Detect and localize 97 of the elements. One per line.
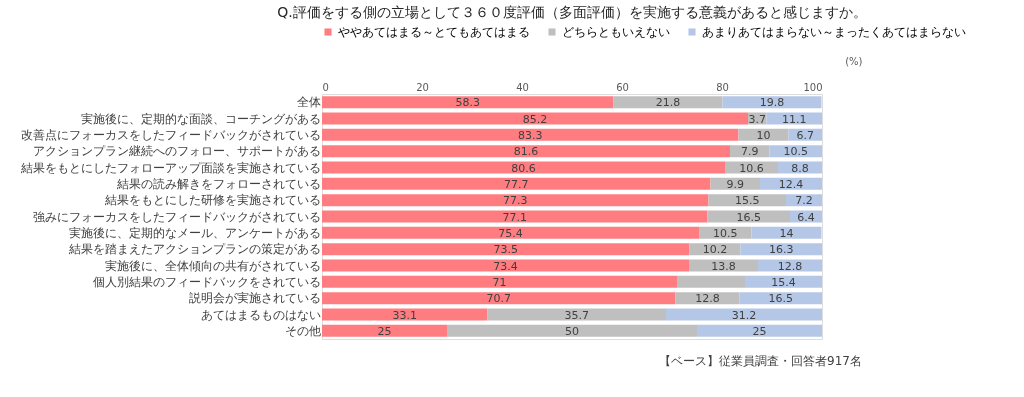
bar xyxy=(708,194,786,207)
data-label: 10 xyxy=(756,128,771,142)
bar xyxy=(322,128,739,141)
bar xyxy=(666,308,822,321)
data-label: 77.7 xyxy=(504,177,529,191)
data-label: 15.4 xyxy=(771,275,796,289)
bar xyxy=(322,275,677,288)
x-axis-title: (%) xyxy=(845,55,863,67)
x-tick-label: 20 xyxy=(416,81,429,93)
bar xyxy=(697,324,822,337)
data-label: 15.5 xyxy=(735,194,760,208)
data-label: 10.5 xyxy=(783,145,808,159)
data-label: 12.8 xyxy=(777,259,803,273)
bar xyxy=(745,275,822,288)
bar xyxy=(322,308,488,321)
text: 【ベース】従業員調査・回答者917名 xyxy=(659,354,862,368)
y-tick-label: 改善点にフォーカスをしたフィードバックがされている xyxy=(20,127,321,142)
data-label: 35.7 xyxy=(564,308,589,322)
data-label: 10.6 xyxy=(739,161,764,175)
data-label: 25 xyxy=(377,324,392,338)
bar xyxy=(613,96,723,109)
data-label: 3.7 xyxy=(748,112,766,126)
data-label: 77.3 xyxy=(503,194,528,208)
data-label: 9.9 xyxy=(726,177,744,191)
y-tick-label: その他 xyxy=(284,323,321,338)
x-tick-label: 0 xyxy=(322,81,329,93)
data-label: 10.5 xyxy=(713,226,738,240)
data-label: 81.6 xyxy=(513,145,539,159)
bar xyxy=(722,96,822,109)
data-label: 73.4 xyxy=(493,259,518,273)
data-label: 70.7 xyxy=(486,292,511,306)
data-label: 7.2 xyxy=(795,194,813,208)
y-tick-label: 強みにフォーカスをしたフィードバックがされている xyxy=(32,209,321,224)
data-label: 83.3 xyxy=(518,128,543,142)
y-tick-label: アクションプラン継続へのフォロー、サポートがある xyxy=(32,144,321,159)
bar xyxy=(322,292,676,305)
data-label: 16.3 xyxy=(769,243,794,257)
data-label: 10.2 xyxy=(702,243,728,257)
bar xyxy=(322,194,709,207)
data-label: 13.8 xyxy=(711,259,736,273)
legend-label: あまりあてはまらない～まったくあてはまらない xyxy=(702,25,966,39)
data-label: 16.5 xyxy=(736,210,761,224)
y-tick-label: 結果の読み解きをフォローされている xyxy=(115,176,321,191)
chart-title: Q.評価をする側の立場として３６０度評価（多面評価）を実施する意義があると感じますか。 xyxy=(277,4,867,20)
data-label: 6.4 xyxy=(797,210,815,224)
data-label: 71 xyxy=(492,275,507,289)
bar xyxy=(738,128,789,141)
bar xyxy=(322,243,690,256)
x-tick-label: 60 xyxy=(616,81,629,93)
data-label: 12.4 xyxy=(778,177,804,191)
bar xyxy=(322,161,725,174)
data-label: 14 xyxy=(779,226,794,240)
y-tick-label: あてはまるものはない xyxy=(200,307,321,322)
y-tick-label: 結果を踏まえたアクションプランの策定がある xyxy=(67,242,321,257)
bar xyxy=(322,226,699,239)
data-label: 85.2 xyxy=(522,112,548,126)
data-label: 11.1 xyxy=(782,112,807,126)
data-label: 16.5 xyxy=(768,292,793,306)
bar xyxy=(322,259,689,272)
bar xyxy=(751,226,822,239)
data-label: 80.6 xyxy=(511,161,536,175)
y-tick-label: 全体 xyxy=(296,95,321,110)
data-label: 77.1 xyxy=(502,210,527,224)
y-tick-label: 実施後に、定期的なメール、アンケートがある xyxy=(68,225,321,240)
y-tick-label: 結果をもとにした研修を実施されている xyxy=(103,193,321,208)
legend-label: どちらともいえない xyxy=(562,25,670,39)
data-label: 73.5 xyxy=(493,243,518,257)
data-label: 75.4 xyxy=(498,226,523,240)
x-tick-label: 80 xyxy=(716,81,729,93)
data-label: 6.7 xyxy=(796,128,814,142)
y-tick-label: 説明会が実施されている xyxy=(188,291,321,306)
data-label: 33.1 xyxy=(392,308,417,322)
y-tick-label: 結果をもとにしたフォローアップ面談を実施されている xyxy=(19,160,321,175)
y-tick-label: 実施後に、定期的な面談、コーチングがある xyxy=(80,111,321,126)
data-label: 7.9 xyxy=(741,145,759,159)
bar xyxy=(322,177,711,190)
bar xyxy=(322,210,708,223)
y-tick-label: 実施後に、全体傾向の共有がされている xyxy=(104,258,321,273)
data-label: 8.8 xyxy=(791,161,809,175)
bar xyxy=(322,145,730,158)
bar xyxy=(322,112,748,125)
bar xyxy=(487,308,666,321)
data-label: 58.3 xyxy=(455,96,480,110)
data-label: 12.8 xyxy=(695,292,720,306)
data-label: 50 xyxy=(565,324,579,338)
bar xyxy=(447,324,697,337)
y-tick-label: 個人別結果のフィードバックをされている xyxy=(92,274,321,289)
x-tick-label: 40 xyxy=(516,81,529,93)
legend-label: ややあてはまる～とてもあてはまる xyxy=(338,25,530,39)
data-label: 25 xyxy=(752,324,767,338)
bar xyxy=(322,324,447,337)
bar xyxy=(322,96,614,109)
data-label: 19.8 xyxy=(759,96,785,110)
x-tick-label: 100 xyxy=(803,81,823,93)
data-label: 21.8 xyxy=(655,96,681,110)
bar xyxy=(677,275,745,288)
data-label: 31.2 xyxy=(731,308,757,322)
